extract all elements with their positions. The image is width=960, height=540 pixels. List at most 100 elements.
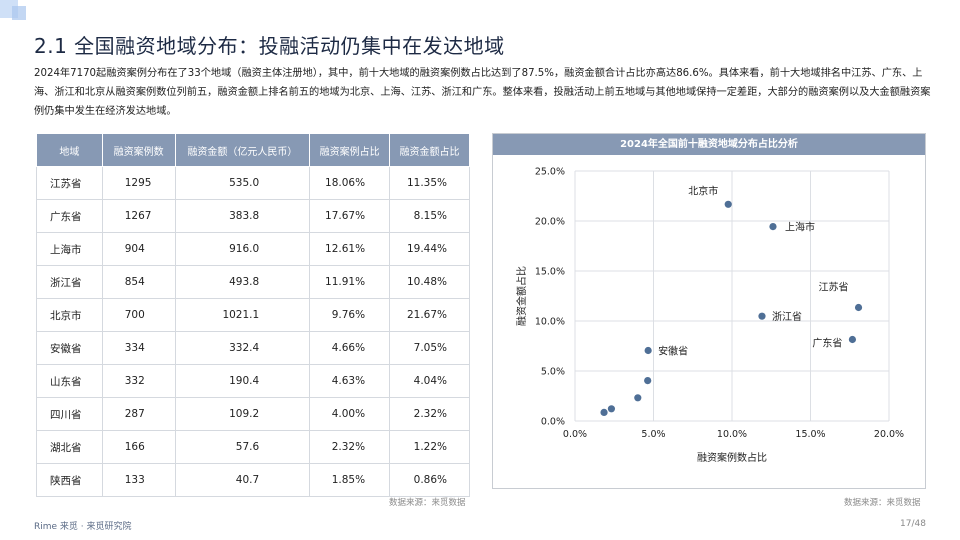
table-row: 安徽省 334 332.4 4.66% 7.05% <box>36 331 470 365</box>
x-tick-label: 5.0% <box>641 429 665 440</box>
table-cell: 332.4 <box>174 331 311 365</box>
data-point <box>634 394 642 402</box>
y-tick-label: 20.0% <box>535 217 565 228</box>
data-point <box>848 335 857 344</box>
table-header-cell: 融资案例数 <box>101 133 176 167</box>
table-cell: 40.7 <box>174 463 311 497</box>
x-tick-label: 10.0% <box>717 429 747 440</box>
data-point <box>644 377 652 385</box>
table-cell: 湖北省 <box>36 430 103 464</box>
table-cell: 陕西省 <box>36 463 103 497</box>
table-cell: 166 <box>101 430 176 464</box>
table-cell: 1.22% <box>389 430 470 464</box>
data-point-label: 安徽省 <box>658 345 688 358</box>
table-cell: 10.48% <box>389 265 470 299</box>
chart-source-note: 数据来源：来觅数据 <box>844 498 921 508</box>
y-tick-label: 10.0% <box>535 317 565 328</box>
y-tick-label: 25.0% <box>535 167 565 178</box>
table-header-row: 地域 融资案例数 融资金额（亿元人民币） 融资案例占比 融资金额占比 <box>36 133 470 167</box>
x-tick-label: 20.0% <box>874 429 904 440</box>
y-tick-label: 15.0% <box>535 267 565 278</box>
table-cell: 57.6 <box>174 430 311 464</box>
table-cell: 四川省 <box>36 397 103 431</box>
table-source-note: 数据来源：来觅数据 <box>389 498 466 508</box>
table-row: 山东省 332 190.4 4.63% 4.04% <box>36 364 470 398</box>
y-axis-label: 融资金额占比 <box>515 266 528 326</box>
table-cell: 854 <box>101 265 176 299</box>
table-cell: 11.91% <box>309 265 391 299</box>
y-tick-label: 0.0% <box>541 417 565 428</box>
table-header-cell: 地域 <box>36 133 103 167</box>
data-point-label: 江苏省 <box>819 281 849 294</box>
table-cell: 904 <box>101 232 176 266</box>
table-cell: 浙江省 <box>36 265 103 299</box>
table-header-cell: 融资金额（亿元人民币） <box>174 133 311 167</box>
table-cell: 12.61% <box>309 232 391 266</box>
intro-paragraph: 2024年7170起融资案例分布在了33个地域（融资主体注册地），其中，前十大地… <box>34 68 931 117</box>
table-cell: 4.66% <box>309 331 391 365</box>
data-point <box>854 303 863 312</box>
table-cell: 133 <box>101 463 176 497</box>
table-cell: 4.00% <box>309 397 391 431</box>
table-cell: 334 <box>101 331 176 365</box>
chart-title: 2024年全国前十融资地域分布占比分析 <box>493 134 925 155</box>
table-cell: 1.85% <box>309 463 391 497</box>
data-point <box>607 405 616 413</box>
table-cell: 2.32% <box>389 397 470 431</box>
data-point-label: 北京市 <box>688 184 718 197</box>
table-row: 四川省 287 109.2 4.00% 2.32% <box>36 397 470 431</box>
table-cell: 2.32% <box>309 430 391 464</box>
table-cell: 0.86% <box>389 463 470 497</box>
corner-decoration <box>0 0 26 20</box>
table-header-cell: 融资金额占比 <box>389 133 470 167</box>
x-tick-label: 15.0% <box>795 429 825 440</box>
table-cell: 安徽省 <box>36 331 103 365</box>
table-cell: 广东省 <box>36 199 103 233</box>
table-cell: 8.15% <box>389 199 470 233</box>
table-cell: 332 <box>101 364 176 398</box>
table-cell: 1267 <box>101 199 176 233</box>
data-point <box>644 346 652 355</box>
table-cell: 700 <box>101 298 176 332</box>
x-axis-label: 融资案例数占比 <box>697 451 767 464</box>
table-cell: 7.05% <box>389 331 470 365</box>
data-point <box>724 200 732 208</box>
table-row: 陕西省 133 40.7 1.85% 0.86% <box>36 463 470 497</box>
y-tick-label: 5.0% <box>541 367 565 378</box>
table-cell: 北京市 <box>36 298 103 332</box>
table-cell: 11.35% <box>389 166 470 200</box>
x-tick-label: 0.0% <box>563 429 587 440</box>
table-cell: 4.04% <box>389 364 470 398</box>
table-row: 广东省 1267 383.8 17.67% 8.15% <box>36 199 470 233</box>
table-row: 江苏省 1295 535.0 18.06% 11.35% <box>36 166 470 200</box>
table-cell: 109.2 <box>174 397 311 431</box>
scatter-chart: 0.0% 5.0% 10.0% 15.0% 20.0% 0.0% 5.0% 10.0% 15.0… <box>515 167 904 465</box>
table-cell: 21.67% <box>389 298 470 332</box>
table-row: 湖北省 166 57.6 2.32% 1.22% <box>36 430 470 464</box>
table-cell: 1295 <box>101 166 176 200</box>
data-point <box>769 223 777 231</box>
data-point-label: 广东省 <box>812 337 842 350</box>
page-title: 2.1 全国融资地域分布：投融活动仍集中在发达地域 <box>34 34 505 58</box>
table-cell: 1021.1 <box>174 298 311 332</box>
table-cell: 493.8 <box>174 265 311 299</box>
page-number: 17/48 <box>900 519 926 529</box>
table-row: 上海市 904 916.0 12.61% 19.44% <box>36 232 470 266</box>
data-point <box>758 312 766 320</box>
table-row: 北京市 700 1021.1 9.76% 21.67% <box>36 298 470 332</box>
table-cell: 383.8 <box>174 199 311 233</box>
table-row: 浙江省 854 493.8 11.91% 10.48% <box>36 265 470 299</box>
table-cell: 18.06% <box>309 166 391 200</box>
data-point <box>600 408 608 416</box>
table-cell: 190.4 <box>174 364 311 398</box>
data-point-label: 上海市 <box>785 221 815 234</box>
table-cell: 9.76% <box>309 298 391 332</box>
table-cell: 19.44% <box>389 232 470 266</box>
table-cell: 535.0 <box>174 166 311 200</box>
table-cell: 上海市 <box>36 232 103 266</box>
table-cell: 916.0 <box>174 232 311 266</box>
table-cell: 17.67% <box>309 199 391 233</box>
region-table: 地域 融资案例数 融资金额（亿元人民币） 融资案例占比 融资金额占比 江苏省 12… <box>36 133 470 497</box>
table-cell: 4.63% <box>309 364 391 398</box>
scatter-chart-panel: 2024年全国前十融资地域分布占比分析 0.0% 5.0% 10.0% 15.0% 20… <box>492 133 926 489</box>
